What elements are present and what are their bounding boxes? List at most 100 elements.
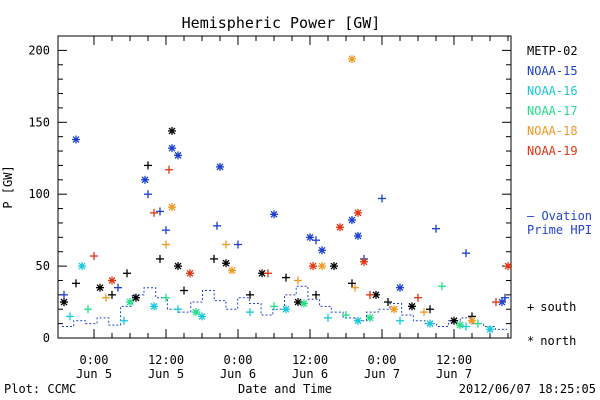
- south-point: [282, 273, 290, 282]
- north-point: [390, 305, 398, 314]
- south-point: [84, 305, 92, 314]
- south-point: [162, 226, 170, 235]
- north-point: [216, 162, 224, 171]
- x-tick-label-time: 0:00: [224, 353, 253, 367]
- chart-title: Hemispheric Power [GW]: [182, 14, 381, 32]
- footer-plot-credit: Plot: CCMC: [4, 382, 76, 396]
- marker-legend-south-label: south: [540, 300, 576, 314]
- south-point: [156, 254, 164, 263]
- south-point: [234, 240, 242, 249]
- ovation-label-line2: Prime HPI: [527, 223, 592, 237]
- north-point: [168, 126, 176, 135]
- south-point: [501, 293, 509, 302]
- south-point: [162, 240, 170, 249]
- south-point: [384, 298, 392, 307]
- south-point: [144, 190, 152, 199]
- south-point: [60, 290, 68, 299]
- y-axis-label: P [GW]: [1, 165, 15, 208]
- south-point: [492, 298, 500, 307]
- south-point: [150, 208, 158, 217]
- north-point: [174, 262, 182, 271]
- south-point: [414, 293, 422, 302]
- south-point: [108, 290, 116, 299]
- north-point: [168, 144, 176, 153]
- south-point: [210, 254, 218, 263]
- x-tick-label-time: 12:00: [436, 353, 472, 367]
- south-point: [432, 224, 440, 233]
- north-point: [300, 299, 308, 308]
- south-point: [114, 283, 122, 292]
- north-point: [354, 231, 362, 240]
- north-point: [336, 223, 344, 232]
- north-point: [186, 269, 194, 278]
- south-point: [348, 279, 356, 288]
- north-point: [132, 293, 140, 302]
- north-point: [318, 246, 326, 255]
- y-tick-label: 100: [28, 187, 50, 201]
- south-point: [294, 276, 302, 285]
- south-point: [264, 269, 272, 278]
- south-point: [420, 308, 428, 317]
- south-point: [270, 302, 278, 311]
- south-point: [120, 316, 128, 325]
- legend: METP-02 NOAA-15 NOAA-16 NOAA-17 NOAA-18 NOAA-…: [527, 44, 578, 158]
- south-point: [90, 252, 98, 261]
- marker-legend-north-symbol: *: [527, 334, 534, 348]
- north-point: [141, 175, 149, 184]
- south-point: [156, 207, 164, 216]
- south-point: [462, 249, 470, 258]
- north-point: [366, 313, 374, 322]
- marker-legend-north: * north: [527, 334, 576, 348]
- legend-entry: METP-02: [527, 44, 578, 58]
- x-tick-label-date: Jun 7: [364, 367, 400, 381]
- x-tick-label-time: 0:00: [368, 353, 397, 367]
- south-point: [222, 240, 230, 249]
- south-point: [474, 319, 482, 328]
- legend-entry: NOAA-16: [527, 84, 578, 98]
- north-point: [192, 308, 200, 317]
- ovation-label-line1: – Ovation: [527, 209, 592, 223]
- north-point: [456, 321, 464, 330]
- south-point: [66, 312, 74, 321]
- north-point: [228, 266, 236, 275]
- south-point: [342, 310, 350, 319]
- y-axis: 0 50 100 150 200: [28, 35, 511, 345]
- north-point: [60, 298, 68, 307]
- south-point: [165, 165, 173, 174]
- north-point: [306, 233, 314, 242]
- marker-legend-north-label: north: [540, 334, 576, 348]
- north-point: [198, 312, 206, 321]
- north-point: [348, 55, 356, 64]
- north-point: [96, 283, 104, 292]
- south-point: [174, 305, 182, 314]
- x-tick-label-date: Jun 7: [436, 367, 472, 381]
- south-point: [246, 308, 254, 317]
- north-point: [72, 135, 80, 144]
- south-point: [438, 282, 446, 291]
- plot-frame: [57, 35, 512, 339]
- north-point: [504, 262, 512, 271]
- south-point: [213, 221, 221, 230]
- south-point: [378, 194, 386, 203]
- x-tick-label-date: Jun 5: [148, 367, 184, 381]
- north-point: [222, 259, 230, 268]
- south-point: [123, 269, 131, 278]
- south-point: [144, 161, 152, 170]
- north-point: [396, 283, 404, 292]
- south-point: [351, 283, 359, 292]
- legend-entry: NOAA-19: [527, 144, 578, 158]
- north-point: [486, 325, 494, 334]
- south-point: [180, 286, 188, 295]
- south-point: [396, 316, 404, 325]
- footer-timestamp: 2012/06/07 18:25:05: [459, 382, 596, 396]
- north-point: [360, 257, 368, 266]
- marker-legend-south: + south: [527, 300, 576, 314]
- x-tick-label-time: 0:00: [80, 353, 109, 367]
- y-tick-label: 200: [28, 43, 50, 57]
- south-point: [312, 236, 320, 245]
- north-point: [318, 262, 326, 271]
- data-points: [60, 55, 512, 334]
- north-point: [174, 151, 182, 160]
